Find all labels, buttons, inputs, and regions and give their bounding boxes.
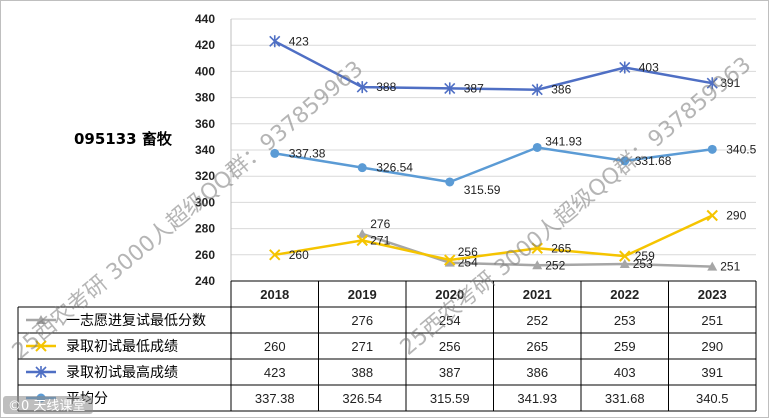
table-cell: 341.93 — [517, 391, 557, 406]
table-cell: 386 — [526, 365, 548, 380]
table-cell: 265 — [526, 339, 548, 354]
data-label: 260 — [289, 248, 309, 262]
y-tick-label: 360 — [195, 117, 215, 131]
corner-watermark-bg — [3, 396, 93, 414]
series-line — [274, 214, 713, 262]
x-marker — [269, 249, 281, 261]
data-label: 315.59 — [464, 183, 501, 197]
table-cell: 391 — [701, 365, 723, 380]
data-label: 423 — [289, 34, 309, 48]
y-tick-label: 280 — [195, 222, 215, 236]
y-tick-label: 260 — [195, 248, 215, 262]
corner-watermark: ©0 天线课堂 — [8, 399, 85, 414]
table-cell: 331.68 — [605, 391, 645, 406]
circle-marker — [357, 163, 367, 173]
star-marker — [444, 82, 456, 95]
x-tick-label: 2021 — [523, 287, 552, 302]
data-label: 337.38 — [289, 146, 326, 160]
triangle-marker — [444, 257, 455, 267]
data-label: 386 — [551, 83, 571, 97]
table-cell: 340.5 — [696, 391, 729, 406]
x-tick-label: 2019 — [348, 287, 377, 302]
data-label: 256 — [458, 245, 478, 259]
data-label: 251 — [720, 260, 740, 274]
data-label: 259 — [635, 249, 655, 263]
table-cell: 403 — [614, 365, 636, 380]
star-marker — [706, 77, 718, 90]
table-cell: 388 — [351, 365, 373, 380]
x-marker — [356, 234, 368, 247]
data-label: 340.5 — [726, 142, 756, 156]
x-tick-label: 2023 — [698, 287, 727, 302]
data-label: 290 — [726, 209, 746, 223]
triangle-marker — [619, 258, 630, 268]
legend-key — [35, 340, 47, 352]
legend-key — [36, 315, 46, 324]
x-marker — [531, 242, 543, 254]
circle-marker — [445, 177, 455, 187]
x-marker — [619, 250, 631, 262]
circle-marker — [620, 156, 630, 166]
star-marker — [356, 81, 368, 94]
data-label: 252 — [545, 258, 565, 272]
data-label: 391 — [720, 76, 740, 90]
y-tick-label: 300 — [195, 195, 215, 209]
table-cell: 326.54 — [342, 391, 382, 406]
data-label: 403 — [639, 60, 659, 74]
star-marker — [619, 61, 631, 74]
y-tick-label: 420 — [195, 38, 215, 52]
y-tick-label: 380 — [195, 91, 215, 105]
data-label: 276 — [370, 217, 390, 231]
data-label: 326.54 — [376, 161, 413, 175]
x-marker — [706, 209, 718, 222]
legend-label: 录取初试最低成绩 — [66, 338, 178, 355]
table-cell: 423 — [264, 365, 286, 380]
triangle-marker — [357, 228, 368, 238]
table-cell: 315.59 — [430, 391, 470, 406]
x-marker — [444, 254, 456, 266]
table-cell: 253 — [614, 313, 636, 328]
table-cell: 337.38 — [255, 391, 295, 406]
x-tick-label: 2018 — [260, 287, 289, 302]
table-cell: 276 — [351, 313, 373, 328]
data-label: 271 — [370, 233, 390, 247]
data-label: 387 — [464, 81, 484, 95]
triangle-marker — [532, 260, 543, 270]
data-label: 253 — [633, 257, 653, 271]
legend-key — [35, 366, 47, 378]
table-cell: 259 — [614, 339, 636, 354]
table-cell: 256 — [439, 339, 461, 354]
data-label: 331.68 — [635, 154, 672, 168]
y-tick-label: 240 — [195, 274, 215, 288]
circle-marker — [270, 148, 280, 158]
circle-marker — [707, 144, 717, 154]
data-label: 265 — [551, 241, 571, 255]
triangle-marker — [707, 261, 718, 271]
table-cell: 271 — [351, 339, 373, 354]
star-marker — [531, 83, 543, 96]
x-tick-label: 2022 — [610, 287, 639, 302]
chart-title: 095133 畜牧 — [74, 130, 172, 148]
table-cell: 254 — [439, 313, 461, 328]
series-line — [274, 40, 713, 91]
y-tick-label: 440 — [195, 12, 215, 26]
y-tick-label: 400 — [195, 64, 215, 78]
legend-label: 一志愿进复试最低分数 — [66, 312, 206, 329]
data-label: 341.93 — [545, 134, 582, 148]
circle-marker — [532, 142, 542, 152]
x-tick-label: 2020 — [435, 287, 464, 302]
table-cell: 387 — [439, 365, 461, 380]
table-cell: 252 — [526, 313, 548, 328]
y-tick-label: 320 — [195, 169, 215, 183]
legend-label: 录取初试最高成绩 — [66, 364, 178, 381]
table-cell: 251 — [701, 313, 723, 328]
table-cell: 290 — [701, 339, 723, 354]
series-line — [274, 146, 713, 184]
star-marker — [269, 35, 281, 48]
y-tick-label: 340 — [195, 143, 215, 157]
data-label: 388 — [376, 80, 396, 94]
table-cell: 260 — [264, 339, 286, 354]
